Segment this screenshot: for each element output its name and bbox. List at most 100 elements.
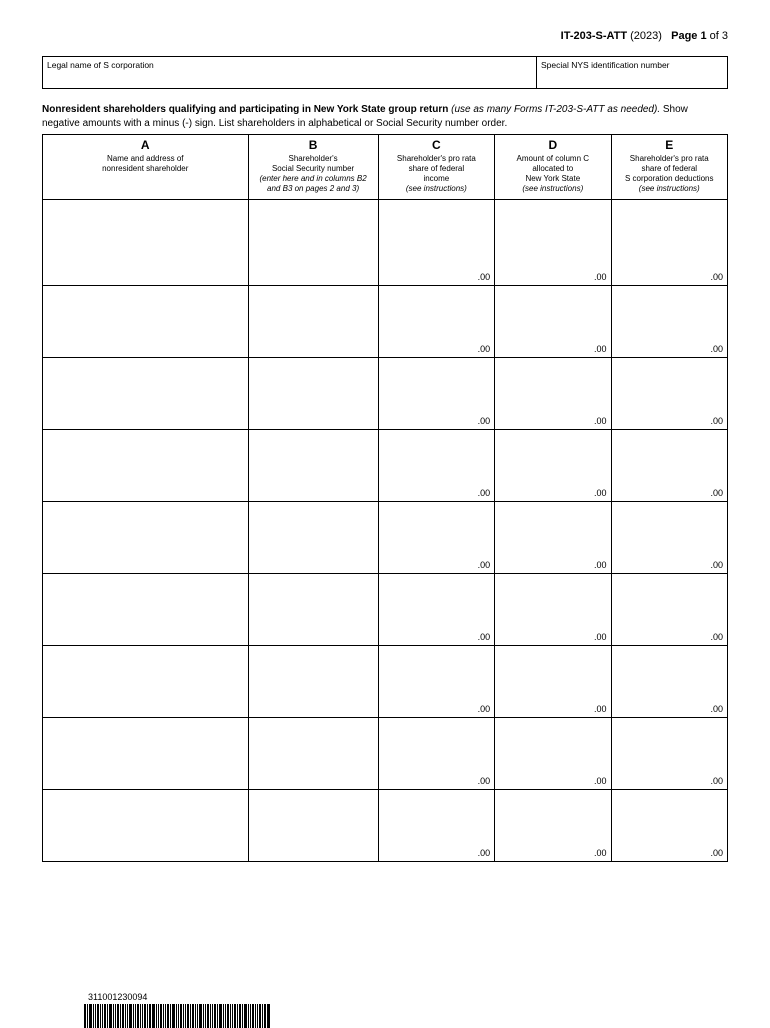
table-cell[interactable]: .00 — [495, 502, 611, 574]
table-cell[interactable]: .00 — [495, 430, 611, 502]
header-d: D Amount of column C allocated to New Yo… — [495, 135, 611, 200]
cell-suffix: .00 — [478, 776, 491, 786]
table-row: .00 .00 .00 — [43, 574, 728, 646]
table-row: .00 .00 .00 — [43, 358, 728, 430]
cell-suffix: .00 — [710, 560, 723, 570]
table-cell[interactable] — [43, 502, 249, 574]
form-id: IT-203-S-ATT — [561, 30, 627, 42]
table-cell[interactable]: .00 — [611, 718, 727, 790]
table-cell[interactable]: .00 — [378, 718, 494, 790]
table-cell[interactable] — [248, 646, 378, 718]
table-cell[interactable]: .00 — [495, 286, 611, 358]
identification-box: Legal name of S corporation Special NYS … — [42, 56, 728, 89]
cell-suffix: .00 — [594, 776, 607, 786]
table-cell[interactable] — [248, 200, 378, 286]
table-body: .00 .00 .00 .00 .00 .00 .00 .00 .00 .00 .00 .00 .00.… — [43, 200, 728, 862]
cell-suffix: .00 — [478, 560, 491, 570]
table-cell[interactable] — [43, 790, 249, 862]
nys-id-label: Special NYS identification number — [541, 60, 670, 70]
cell-suffix: .00 — [594, 416, 607, 426]
table-cell[interactable]: .00 — [495, 574, 611, 646]
cell-suffix: .00 — [710, 488, 723, 498]
cell-suffix: .00 — [594, 848, 607, 858]
table-cell[interactable] — [248, 574, 378, 646]
page-of: of 3 — [710, 30, 728, 42]
table-cell[interactable] — [248, 430, 378, 502]
cell-suffix: .00 — [478, 344, 491, 354]
cell-suffix: .00 — [594, 488, 607, 498]
table-cell[interactable] — [43, 574, 249, 646]
header-row: A Name and address of nonresident shareh… — [43, 135, 728, 200]
cell-suffix: .00 — [478, 848, 491, 858]
cell-suffix: .00 — [478, 272, 491, 282]
table-cell[interactable]: .00 — [378, 286, 494, 358]
cell-suffix: .00 — [594, 560, 607, 570]
barcode-number: 311001230094 — [88, 992, 728, 1002]
table-cell[interactable]: .00 — [611, 574, 727, 646]
table-row: .00 .00 .00 — [43, 718, 728, 790]
cell-suffix: .00 — [710, 416, 723, 426]
cell-suffix: .00 — [478, 704, 491, 714]
table-cell[interactable] — [248, 790, 378, 862]
legal-name-field[interactable]: Legal name of S corporation — [43, 57, 537, 88]
table-row: .00 .00 .00 — [43, 790, 728, 862]
table-cell[interactable] — [43, 286, 249, 358]
cell-suffix: .00 — [594, 704, 607, 714]
table-row: .00 .00 .00 — [43, 286, 728, 358]
table-cell[interactable] — [43, 358, 249, 430]
table-cell[interactable] — [248, 358, 378, 430]
cell-suffix: .00 — [710, 848, 723, 858]
cell-suffix: .00 — [710, 704, 723, 714]
table-cell[interactable]: .00 — [611, 502, 727, 574]
table-cell[interactable]: .00 — [611, 646, 727, 718]
table-cell[interactable]: .00 — [378, 502, 494, 574]
table-cell[interactable]: .00 — [611, 358, 727, 430]
cell-suffix: .00 — [594, 272, 607, 282]
table-cell[interactable]: .00 — [495, 358, 611, 430]
table-cell[interactable] — [248, 286, 378, 358]
table-cell[interactable]: .00 — [495, 646, 611, 718]
legal-name-label: Legal name of S corporation — [47, 60, 154, 70]
table-cell[interactable]: .00 — [378, 790, 494, 862]
table-cell[interactable]: .00 — [378, 358, 494, 430]
page-header: IT-203-S-ATT (2023) Page 1 of 3 — [42, 30, 728, 42]
table-cell[interactable] — [248, 718, 378, 790]
nys-id-field[interactable]: Special NYS identification number — [537, 57, 727, 88]
barcode-section: 311001230094 — [84, 992, 728, 1028]
cell-suffix: .00 — [478, 488, 491, 498]
table-cell[interactable]: .00 — [378, 200, 494, 286]
table-cell[interactable] — [43, 646, 249, 718]
table-row: .00 .00 .00 — [43, 502, 728, 574]
table-row: .00 .00 .00 — [43, 430, 728, 502]
table-cell[interactable] — [43, 718, 249, 790]
section-bold: Nonresident shareholders qualifying and … — [42, 104, 451, 115]
table-cell[interactable]: .00 — [611, 790, 727, 862]
table-cell[interactable]: .00 — [378, 646, 494, 718]
section-ital: (use as many Forms IT-203-S-ATT as neede… — [451, 104, 660, 115]
table-cell[interactable] — [43, 200, 249, 286]
shareholder-table: A Name and address of nonresident shareh… — [42, 134, 728, 862]
table-cell[interactable]: .00 — [611, 286, 727, 358]
table-cell[interactable]: .00 — [495, 718, 611, 790]
table-cell[interactable]: .00 — [611, 200, 727, 286]
cell-suffix: .00 — [478, 632, 491, 642]
table-cell[interactable]: .00 — [611, 430, 727, 502]
table-cell[interactable]: .00 — [495, 200, 611, 286]
cell-suffix: .00 — [710, 344, 723, 354]
cell-suffix: .00 — [710, 272, 723, 282]
header-e: E Shareholder's pro rata share of federa… — [611, 135, 727, 200]
cell-suffix: .00 — [594, 632, 607, 642]
cell-suffix: .00 — [710, 632, 723, 642]
section-title: Nonresident shareholders qualifying and … — [42, 103, 728, 130]
table-cell[interactable]: .00 — [495, 790, 611, 862]
table-row: .00 .00 .00 — [43, 200, 728, 286]
cell-suffix: .00 — [478, 416, 491, 426]
form-year: (2023) — [630, 30, 662, 42]
header-b: B Shareholder's Social Security number (… — [248, 135, 378, 200]
table-cell[interactable] — [248, 502, 378, 574]
header-c: C Shareholder's pro rata share of federa… — [378, 135, 494, 200]
table-cell[interactable]: .00 — [378, 574, 494, 646]
page-label: Page 1 — [671, 30, 706, 42]
table-cell[interactable] — [43, 430, 249, 502]
table-cell[interactable]: .00 — [378, 430, 494, 502]
